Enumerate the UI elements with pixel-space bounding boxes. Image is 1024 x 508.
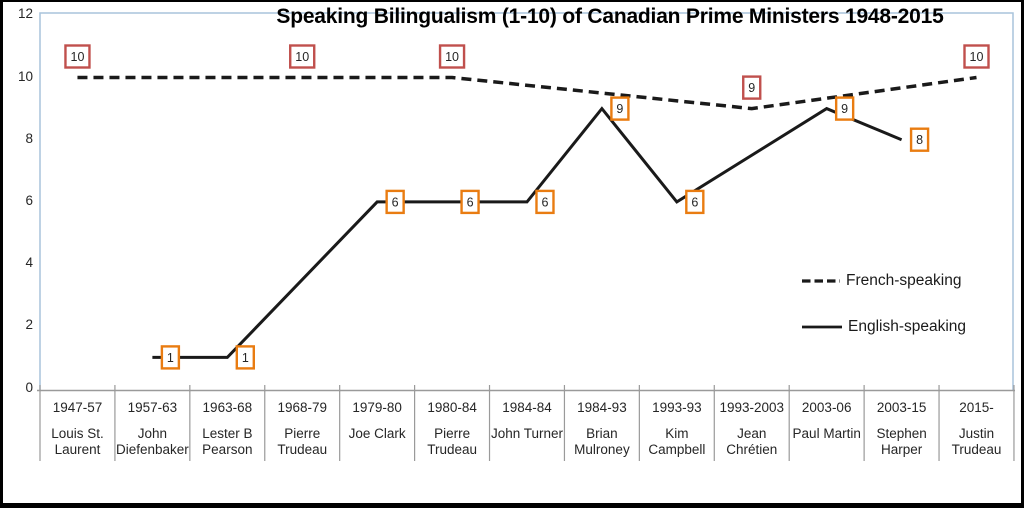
category-label: 1993-93 Kim Campbell — [639, 400, 714, 458]
category-years: 1984-93 — [577, 400, 627, 415]
category-label: 2015- Justin Trudeau — [939, 400, 1014, 458]
category-years: 1963-68 — [202, 400, 253, 415]
category-name: Louis St. Laurent — [51, 426, 104, 457]
category-label: 1993-2003 Jean Chrétien — [714, 400, 789, 458]
category-years: 2003-06 — [801, 400, 852, 415]
category-label: 1968-79 Pierre Trudeau — [265, 400, 340, 458]
category-years: 1993-93 — [652, 400, 702, 415]
data-label-box — [685, 189, 705, 215]
category-label: 1984-84 John Turner — [490, 400, 565, 442]
category-years: 1993-2003 — [719, 400, 785, 415]
category-name: Lester B Pearson — [202, 426, 253, 457]
category-label: 1957-63 John Diefenbaker — [115, 400, 190, 458]
chart-title: Speaking Bilingualism (1-10) of Canadian… — [276, 5, 944, 28]
dashed-line-sample — [802, 279, 840, 283]
category-years: 2015- — [959, 400, 994, 415]
solid-line-sample — [802, 325, 842, 329]
y-tick-label: 0 — [25, 379, 33, 395]
category-label: 1984-93 Brian Mulroney — [564, 400, 639, 458]
y-tick-label: 10 — [17, 68, 33, 84]
data-label-value: 10 — [71, 50, 85, 64]
data-label-box — [963, 44, 990, 69]
y-tick-label: 6 — [25, 192, 33, 208]
category-label: 1947-57 Louis St. Laurent — [40, 400, 115, 458]
category-name: Joe Clark — [348, 426, 406, 441]
category-name: John Turner — [490, 426, 564, 441]
data-label-box — [385, 189, 405, 215]
category-years: 2003-15 — [876, 400, 927, 415]
data-label-box — [535, 189, 555, 215]
category-years: 1984-84 — [502, 400, 552, 415]
y-tick-label: 2 — [25, 317, 33, 333]
data-label-box — [742, 75, 762, 100]
category-years: 1968-79 — [277, 400, 328, 415]
y-tick-label: 8 — [25, 130, 33, 146]
category-name: Pierre Trudeau — [277, 426, 328, 457]
category-label: 1963-68 Lester B Pearson — [190, 400, 265, 458]
series-line-english-speaking — [152, 106, 903, 359]
category-label: 1979-80 Joe Clark — [340, 400, 415, 442]
category-label: 1980-84 Pierre Trudeau — [415, 400, 490, 458]
legend-item-french: French-speaking — [801, 272, 966, 290]
data-label-box — [909, 127, 930, 152]
category-name: Stephen Harper — [876, 426, 927, 457]
category-years: 1979-80 — [352, 400, 402, 415]
category-name: Pierre Trudeau — [427, 426, 477, 457]
data-label-box — [235, 345, 256, 370]
legend-item-english: English-speaking — [801, 318, 966, 336]
category-name: Justin Trudeau — [951, 426, 1002, 457]
category-years: 1957-63 — [127, 400, 178, 415]
data-label-value: 6 — [392, 195, 399, 209]
legend: French-speaking English-speaking — [801, 272, 966, 336]
data-label-box — [64, 44, 91, 69]
data-label-value: 10 — [970, 50, 984, 64]
category-name: John Diefenbaker — [116, 426, 189, 457]
category-years: 1947-57 — [52, 400, 103, 415]
legend-label-english: English-speaking — [848, 318, 967, 335]
data-label-box — [438, 44, 466, 69]
data-label-value: 1 — [242, 351, 249, 365]
category-name: Paul Martin — [792, 426, 861, 441]
data-label-value: 10 — [295, 50, 309, 64]
legend-label-french: French-speaking — [846, 272, 962, 289]
series-line-french-speaking — [77, 75, 977, 111]
plot-border — [39, 12, 1014, 391]
data-label-box — [160, 345, 181, 370]
category-label: 2003-06 Paul Martin — [789, 400, 864, 442]
category-name: Brian Mulroney — [574, 426, 630, 457]
category-label: 2003-15 Stephen Harper — [864, 400, 939, 458]
data-label-value: 9 — [748, 81, 755, 95]
data-label-value: 10 — [445, 50, 459, 64]
category-name: Jean Chrétien — [726, 426, 778, 457]
data-label-value: 9 — [616, 102, 623, 116]
category-years: 1980-84 — [427, 400, 477, 415]
data-label-box — [834, 96, 855, 121]
category-name: Kim Campbell — [648, 426, 706, 457]
data-label-value: 1 — [167, 351, 174, 365]
data-label-value: 9 — [841, 102, 848, 116]
data-label-value: 6 — [542, 195, 549, 209]
data-label-box — [289, 44, 316, 69]
y-tick-label: 4 — [25, 255, 33, 271]
y-tick-label: 12 — [17, 6, 33, 22]
data-label-box — [460, 189, 480, 215]
data-label-value: 6 — [691, 195, 698, 209]
data-label-value: 6 — [467, 195, 474, 209]
data-label-value: 8 — [916, 133, 923, 147]
data-label-box — [610, 96, 630, 121]
